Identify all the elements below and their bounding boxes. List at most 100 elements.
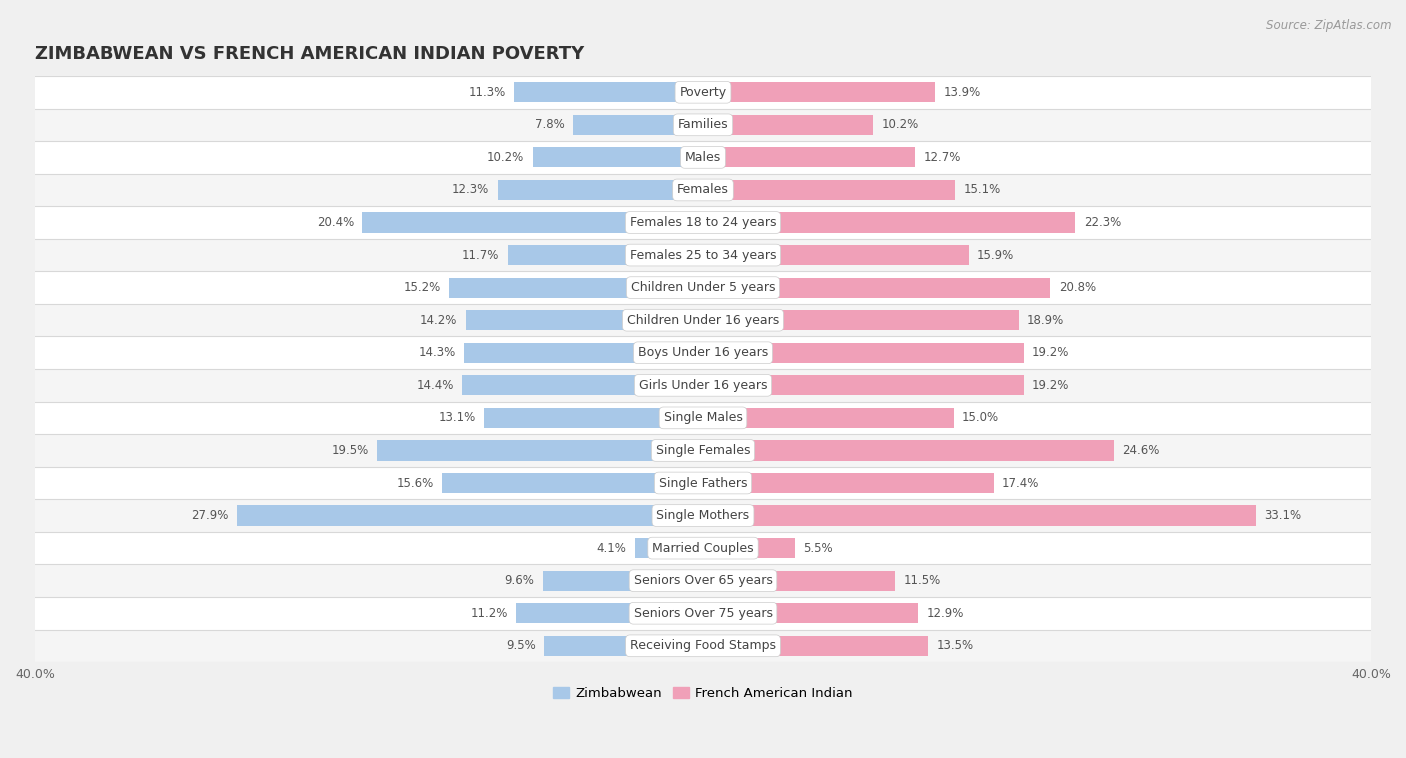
- Text: Poverty: Poverty: [679, 86, 727, 99]
- Bar: [703, 636, 928, 656]
- Text: Children Under 5 years: Children Under 5 years: [631, 281, 775, 294]
- Bar: [498, 180, 703, 200]
- Bar: [703, 440, 1114, 461]
- Text: 15.0%: 15.0%: [962, 412, 1000, 424]
- Bar: [543, 571, 703, 590]
- FancyBboxPatch shape: [35, 239, 1371, 271]
- Bar: [703, 82, 935, 102]
- Bar: [363, 212, 703, 233]
- Bar: [703, 212, 1076, 233]
- Text: 10.2%: 10.2%: [882, 118, 920, 131]
- Text: Children Under 16 years: Children Under 16 years: [627, 314, 779, 327]
- Bar: [449, 277, 703, 298]
- Text: 14.2%: 14.2%: [420, 314, 457, 327]
- FancyBboxPatch shape: [35, 434, 1371, 467]
- Bar: [703, 180, 955, 200]
- Text: 7.8%: 7.8%: [534, 118, 564, 131]
- Text: 11.3%: 11.3%: [468, 86, 506, 99]
- Bar: [703, 310, 1019, 330]
- Text: 13.5%: 13.5%: [936, 639, 974, 653]
- Bar: [703, 245, 969, 265]
- Text: Source: ZipAtlas.com: Source: ZipAtlas.com: [1267, 19, 1392, 32]
- Text: ZIMBABWEAN VS FRENCH AMERICAN INDIAN POVERTY: ZIMBABWEAN VS FRENCH AMERICAN INDIAN POV…: [35, 45, 583, 64]
- Text: Single Fathers: Single Fathers: [659, 477, 747, 490]
- Bar: [703, 538, 794, 558]
- Text: 27.9%: 27.9%: [191, 509, 229, 522]
- FancyBboxPatch shape: [35, 402, 1371, 434]
- Text: 24.6%: 24.6%: [1122, 444, 1160, 457]
- Bar: [443, 473, 703, 493]
- Text: 20.8%: 20.8%: [1059, 281, 1095, 294]
- Bar: [484, 408, 703, 428]
- Text: 12.7%: 12.7%: [924, 151, 960, 164]
- Text: 9.6%: 9.6%: [505, 574, 534, 587]
- FancyBboxPatch shape: [35, 141, 1371, 174]
- Bar: [703, 408, 953, 428]
- Text: 13.9%: 13.9%: [943, 86, 981, 99]
- Text: Single Males: Single Males: [664, 412, 742, 424]
- Text: Girls Under 16 years: Girls Under 16 years: [638, 379, 768, 392]
- Bar: [516, 603, 703, 623]
- Text: 15.1%: 15.1%: [963, 183, 1001, 196]
- FancyBboxPatch shape: [35, 174, 1371, 206]
- Text: Seniors Over 75 years: Seniors Over 75 years: [634, 606, 772, 620]
- Text: 4.1%: 4.1%: [596, 542, 626, 555]
- FancyBboxPatch shape: [35, 206, 1371, 239]
- Bar: [703, 571, 896, 590]
- Bar: [533, 147, 703, 168]
- FancyBboxPatch shape: [35, 76, 1371, 108]
- Bar: [238, 506, 703, 525]
- Bar: [703, 343, 1024, 363]
- Text: Females 18 to 24 years: Females 18 to 24 years: [630, 216, 776, 229]
- FancyBboxPatch shape: [35, 500, 1371, 532]
- Text: Seniors Over 65 years: Seniors Over 65 years: [634, 574, 772, 587]
- Text: Females 25 to 34 years: Females 25 to 34 years: [630, 249, 776, 262]
- Text: 12.3%: 12.3%: [451, 183, 489, 196]
- Text: Single Mothers: Single Mothers: [657, 509, 749, 522]
- FancyBboxPatch shape: [35, 337, 1371, 369]
- Text: 12.9%: 12.9%: [927, 606, 965, 620]
- Text: Single Females: Single Females: [655, 444, 751, 457]
- FancyBboxPatch shape: [35, 108, 1371, 141]
- Bar: [544, 636, 703, 656]
- Bar: [703, 114, 873, 135]
- FancyBboxPatch shape: [35, 271, 1371, 304]
- Text: Males: Males: [685, 151, 721, 164]
- Text: 11.5%: 11.5%: [904, 574, 941, 587]
- Bar: [572, 114, 703, 135]
- Text: 19.5%: 19.5%: [332, 444, 368, 457]
- Text: 14.4%: 14.4%: [416, 379, 454, 392]
- FancyBboxPatch shape: [35, 532, 1371, 565]
- Text: 11.7%: 11.7%: [461, 249, 499, 262]
- Bar: [508, 245, 703, 265]
- Bar: [703, 375, 1024, 396]
- Text: 20.4%: 20.4%: [316, 216, 354, 229]
- Bar: [515, 82, 703, 102]
- Text: 19.2%: 19.2%: [1032, 379, 1070, 392]
- Text: 15.6%: 15.6%: [396, 477, 434, 490]
- Bar: [463, 375, 703, 396]
- Text: 15.2%: 15.2%: [404, 281, 441, 294]
- FancyBboxPatch shape: [35, 565, 1371, 597]
- Bar: [703, 506, 1256, 525]
- Bar: [465, 310, 703, 330]
- Text: Boys Under 16 years: Boys Under 16 years: [638, 346, 768, 359]
- Bar: [703, 473, 994, 493]
- Bar: [634, 538, 703, 558]
- Text: 33.1%: 33.1%: [1264, 509, 1302, 522]
- Text: Married Couples: Married Couples: [652, 542, 754, 555]
- Bar: [703, 277, 1050, 298]
- Text: Families: Families: [678, 118, 728, 131]
- Text: Females: Females: [678, 183, 728, 196]
- FancyBboxPatch shape: [35, 304, 1371, 337]
- Text: 14.3%: 14.3%: [419, 346, 456, 359]
- Text: 17.4%: 17.4%: [1002, 477, 1039, 490]
- Bar: [703, 603, 918, 623]
- Text: 11.2%: 11.2%: [470, 606, 508, 620]
- FancyBboxPatch shape: [35, 467, 1371, 500]
- Legend: Zimbabwean, French American Indian: Zimbabwean, French American Indian: [548, 681, 858, 705]
- FancyBboxPatch shape: [35, 630, 1371, 662]
- FancyBboxPatch shape: [35, 369, 1371, 402]
- Text: 9.5%: 9.5%: [506, 639, 536, 653]
- Text: Receiving Food Stamps: Receiving Food Stamps: [630, 639, 776, 653]
